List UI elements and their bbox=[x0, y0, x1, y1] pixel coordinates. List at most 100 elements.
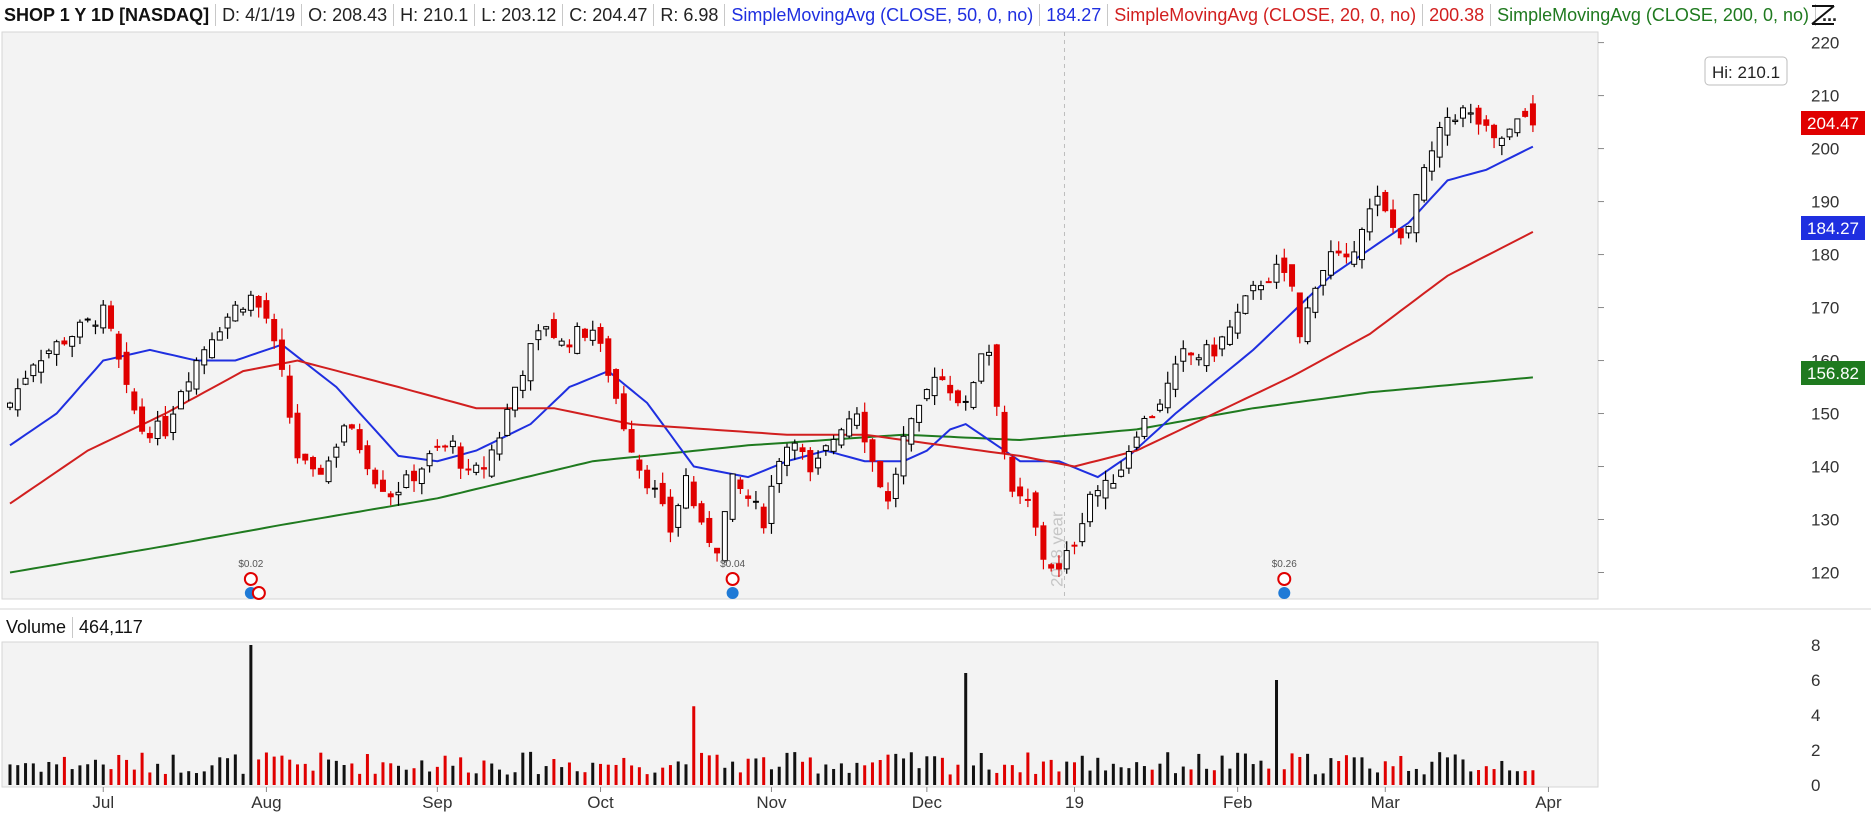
volume-bar bbox=[210, 765, 214, 785]
dividend-icon bbox=[726, 587, 739, 599]
volume-bar bbox=[132, 769, 136, 785]
candlestick-series bbox=[7, 95, 1536, 578]
volume-bar bbox=[156, 763, 160, 785]
volume-bar bbox=[101, 764, 105, 785]
volume-bar bbox=[1119, 767, 1123, 785]
earnings-icon bbox=[243, 572, 258, 586]
candle-body bbox=[550, 319, 557, 338]
candle-body bbox=[853, 413, 860, 426]
candle-body bbox=[473, 464, 480, 473]
volume-bar bbox=[746, 758, 750, 785]
volume-bar bbox=[1368, 768, 1372, 785]
candle-body bbox=[892, 473, 899, 499]
volume-label[interactable]: Volume bbox=[6, 616, 67, 637]
volume-bar bbox=[1500, 760, 1504, 785]
candle-body bbox=[1188, 352, 1195, 356]
volume-bar bbox=[1282, 769, 1286, 785]
candle-body bbox=[962, 400, 969, 403]
candle-body bbox=[449, 440, 456, 448]
candle-body bbox=[1048, 564, 1055, 569]
volume-bar bbox=[661, 767, 665, 785]
candle-body bbox=[581, 328, 588, 338]
volume-bar bbox=[1383, 761, 1387, 785]
legend-more-button[interactable]: ... bbox=[1821, 5, 1837, 25]
volume-bar bbox=[1228, 768, 1232, 785]
volume-bar bbox=[653, 772, 657, 785]
volume-bar bbox=[1010, 765, 1014, 785]
volume-bar bbox=[591, 762, 595, 785]
volume-bar bbox=[1360, 757, 1364, 785]
volume-panel[interactable] bbox=[1, 641, 1599, 788]
volume-bar bbox=[1088, 770, 1092, 785]
volume-bar bbox=[948, 774, 952, 785]
candle-body bbox=[589, 329, 596, 341]
volume-bar bbox=[793, 752, 797, 785]
candle-body bbox=[706, 517, 713, 543]
candle-body bbox=[737, 479, 744, 489]
sma50-legend-label[interactable]: SimpleMovingAvg (CLOSE, 50, 0, no) bbox=[725, 4, 1041, 26]
candle-body bbox=[263, 300, 270, 319]
volume-bar bbox=[816, 773, 820, 785]
candle-body bbox=[651, 487, 658, 490]
volume-bar bbox=[1531, 770, 1535, 785]
volume-bar bbox=[8, 764, 12, 785]
price-panel[interactable] bbox=[1, 31, 1599, 600]
collapse-icon[interactable] bbox=[1808, 2, 1838, 28]
candle-body bbox=[496, 437, 503, 455]
volume-bar bbox=[350, 763, 354, 785]
sma20-legend-value: 200.38 bbox=[1423, 4, 1492, 26]
date-tick-label: Apr bbox=[1535, 793, 1562, 812]
candle-body bbox=[411, 470, 418, 482]
candle-body bbox=[721, 511, 728, 562]
volume-bar bbox=[1484, 766, 1488, 785]
volume-bar bbox=[16, 765, 20, 785]
candle-body bbox=[1203, 344, 1210, 367]
candle-body bbox=[7, 402, 13, 408]
candle-body bbox=[154, 420, 161, 439]
candle-body bbox=[605, 338, 612, 376]
volume-value: 464,117 bbox=[72, 616, 149, 638]
volume-bar bbox=[1142, 766, 1146, 785]
volume-bar bbox=[1104, 770, 1108, 785]
volume-bar bbox=[1189, 769, 1193, 785]
candle-body bbox=[574, 326, 581, 354]
candle-body bbox=[1265, 281, 1272, 284]
candle-body bbox=[426, 453, 433, 467]
candle-body bbox=[53, 341, 60, 355]
candle-body bbox=[566, 344, 573, 348]
candle-body bbox=[954, 390, 961, 404]
high-label: H: 210.1 bbox=[394, 4, 476, 26]
candle-body bbox=[1087, 493, 1094, 523]
volume-bar bbox=[645, 774, 649, 785]
candle-body bbox=[146, 432, 153, 439]
candle-body bbox=[784, 446, 790, 466]
sma200-legend-label[interactable]: SimpleMovingAvg (CLOSE, 200, 0, no) bbox=[1491, 4, 1816, 26]
volume-bar bbox=[163, 773, 167, 785]
candle-body bbox=[815, 457, 822, 469]
candle-body bbox=[1343, 253, 1350, 258]
volume-bar bbox=[832, 768, 836, 785]
symbol-label[interactable]: SHOP 1 Y 1D [NASDAQ] bbox=[0, 4, 217, 26]
volume-bar bbox=[490, 763, 494, 785]
candle-body bbox=[488, 449, 495, 477]
volume-bar bbox=[412, 768, 416, 785]
candle-body bbox=[1467, 112, 1474, 115]
volume-bar bbox=[365, 754, 369, 785]
sma50-badge: 184.27 bbox=[1801, 216, 1865, 240]
volume-bar bbox=[295, 764, 299, 785]
price-tick-label: 130 bbox=[1811, 511, 1839, 530]
candle-body bbox=[1242, 295, 1249, 314]
volume-bar bbox=[1275, 680, 1279, 785]
volume-bar bbox=[257, 759, 261, 785]
sma50-line bbox=[9, 145, 1534, 479]
volume-bar bbox=[218, 757, 222, 785]
volume-bar bbox=[1065, 761, 1069, 785]
volume-bar bbox=[1111, 763, 1115, 785]
volume-bar bbox=[971, 765, 975, 785]
sma20-legend-label[interactable]: SimpleMovingAvg (CLOSE, 20, 0, no) bbox=[1108, 4, 1424, 26]
date-tick-label: Aug bbox=[251, 793, 281, 812]
candle-body bbox=[139, 406, 146, 432]
high-callout-label: Hi: 210.1 bbox=[1712, 63, 1780, 82]
volume-bar bbox=[956, 764, 960, 785]
